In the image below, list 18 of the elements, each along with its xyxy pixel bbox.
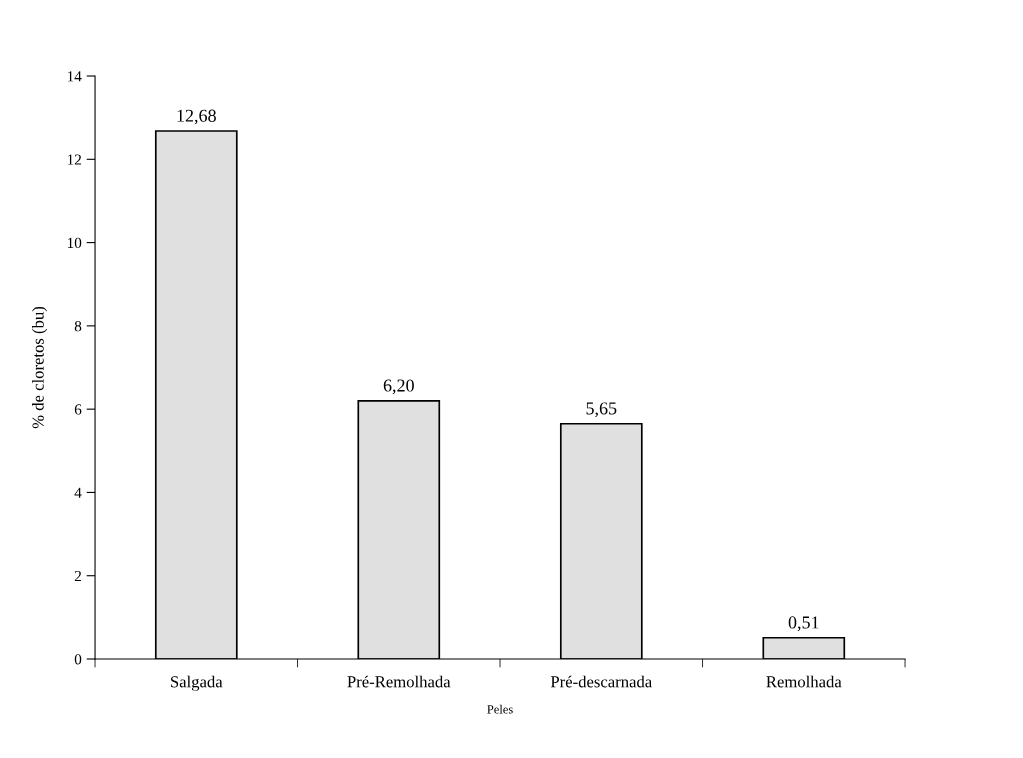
y-axis-title: % de cloretos (bu) <box>32 306 48 429</box>
y-tick-label: 12 <box>67 154 81 165</box>
x-tick-label: Salgada <box>171 675 223 691</box>
x-tick-label: Pré-Remolhada <box>347 675 451 688</box>
x-tick-label: Pré-descarnada <box>550 675 652 688</box>
data-label: 5,65 <box>586 402 617 418</box>
y-tick-label: 2 <box>74 570 81 582</box>
y-tick-label: 14 <box>67 71 82 82</box>
y-tick-label: 10 <box>67 237 82 249</box>
data-label: 0,51 <box>788 616 819 632</box>
data-label: 6,20 <box>383 379 414 395</box>
y-tick-label: 0 <box>74 654 82 665</box>
data-label: 12,68 <box>177 109 216 125</box>
y-tick-label: 4 <box>74 487 82 498</box>
y-tick-label: 8 <box>74 321 82 332</box>
y-tick-label: 6 <box>74 404 82 415</box>
x-axis-title: Peles <box>487 704 513 714</box>
x-tick-label: Remolhada <box>766 675 842 688</box>
